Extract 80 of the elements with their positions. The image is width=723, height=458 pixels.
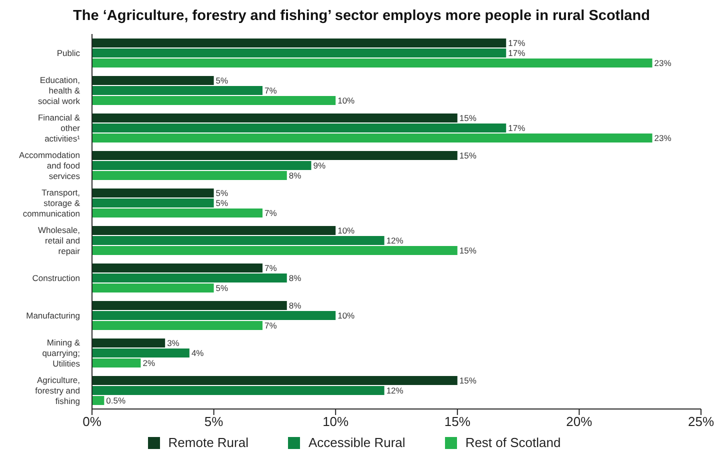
y-tick-label: Manufacturing [26,310,80,320]
bar [92,58,652,68]
bar [92,38,506,48]
y-tick-label: Agriculture, forestry and fishing [35,374,80,406]
bar [92,76,214,85]
data-label: 8% [288,170,302,180]
x-tick-label: 20% [566,414,593,430]
data-label: 4% [191,348,204,358]
data-label: 8% [288,273,302,283]
bar [92,284,214,292]
y-tick-label: Wholesale, retail and repair [38,224,80,256]
data-label: 5% [216,198,229,208]
data-label: 15% [459,246,477,256]
data-label: 15% [459,376,477,386]
data-label: 7% [264,86,278,96]
y-tick-label: Construction [32,272,80,283]
data-label: 12% [386,386,404,396]
bar [92,396,104,405]
y-tick-label: Mining & quarrying; Utilities [42,337,80,368]
data-label: 5% [216,283,229,293]
bar [92,151,458,160]
bar [92,338,166,348]
x-tick-label: 0% [82,414,102,430]
data-label: 3% [167,338,180,348]
x-tick-label: 5% [204,414,224,430]
bar [92,171,287,180]
data-label: 10% [338,226,356,236]
bar [92,114,458,122]
bar [92,208,263,218]
data-label: 2% [142,358,156,368]
data-label: 10% [338,96,356,106]
y-tick-label: Education, health & social work [38,74,81,106]
bar [92,198,214,208]
y-tick-label: Accommodation and food services [19,150,80,181]
data-label: 0.5% [106,396,126,406]
y-tick-label: Transport, storage & communication [22,187,80,218]
bar [92,301,287,310]
bar [92,134,652,142]
bar [92,386,384,395]
y-tick-label: Public [56,48,81,58]
data-label: 23% [654,58,672,68]
bar [92,358,141,368]
bar [92,96,336,105]
bar [92,48,506,58]
legend-label: Accessible Rural [307,435,406,450]
chart-title: The ‘Agriculture, forestry and fishing’ sector employs more people in rural Scotland [72,8,651,24]
data-label: 7% [264,263,278,273]
y-tick-label: Financial & other activities¹ [38,112,80,144]
data-label: 17% [508,123,526,133]
data-label: 9% [313,160,326,170]
bar [92,274,287,282]
bar [92,311,336,320]
data-label: 23% [654,133,672,143]
data-label: 15% [459,150,477,160]
bar [92,226,336,235]
x-tick-label: 10% [322,414,350,430]
bar [92,321,263,330]
bar [92,376,458,385]
bar [92,86,263,95]
bar [92,246,458,255]
legend-label: Rest of Scotland [464,435,561,450]
bar [92,236,384,245]
bar [92,124,506,132]
x-tick-label: 15% [444,414,471,430]
bar [92,264,263,272]
bar [92,188,214,198]
data-label: 17% [508,38,526,48]
legend-label: Remote Rural [167,435,248,450]
data-label: 8% [288,300,302,310]
bar [92,348,190,358]
x-tick-label: 25% [688,414,714,430]
data-label: 7% [264,208,278,218]
data-label: 15% [459,113,477,123]
data-label: 7% [264,320,278,330]
data-label: 10% [338,310,356,320]
data-label: 17% [508,48,526,58]
data-label: 12% [386,236,404,246]
data-label: 5% [216,76,229,86]
bar [92,161,312,170]
data-label: 5% [216,188,229,198]
